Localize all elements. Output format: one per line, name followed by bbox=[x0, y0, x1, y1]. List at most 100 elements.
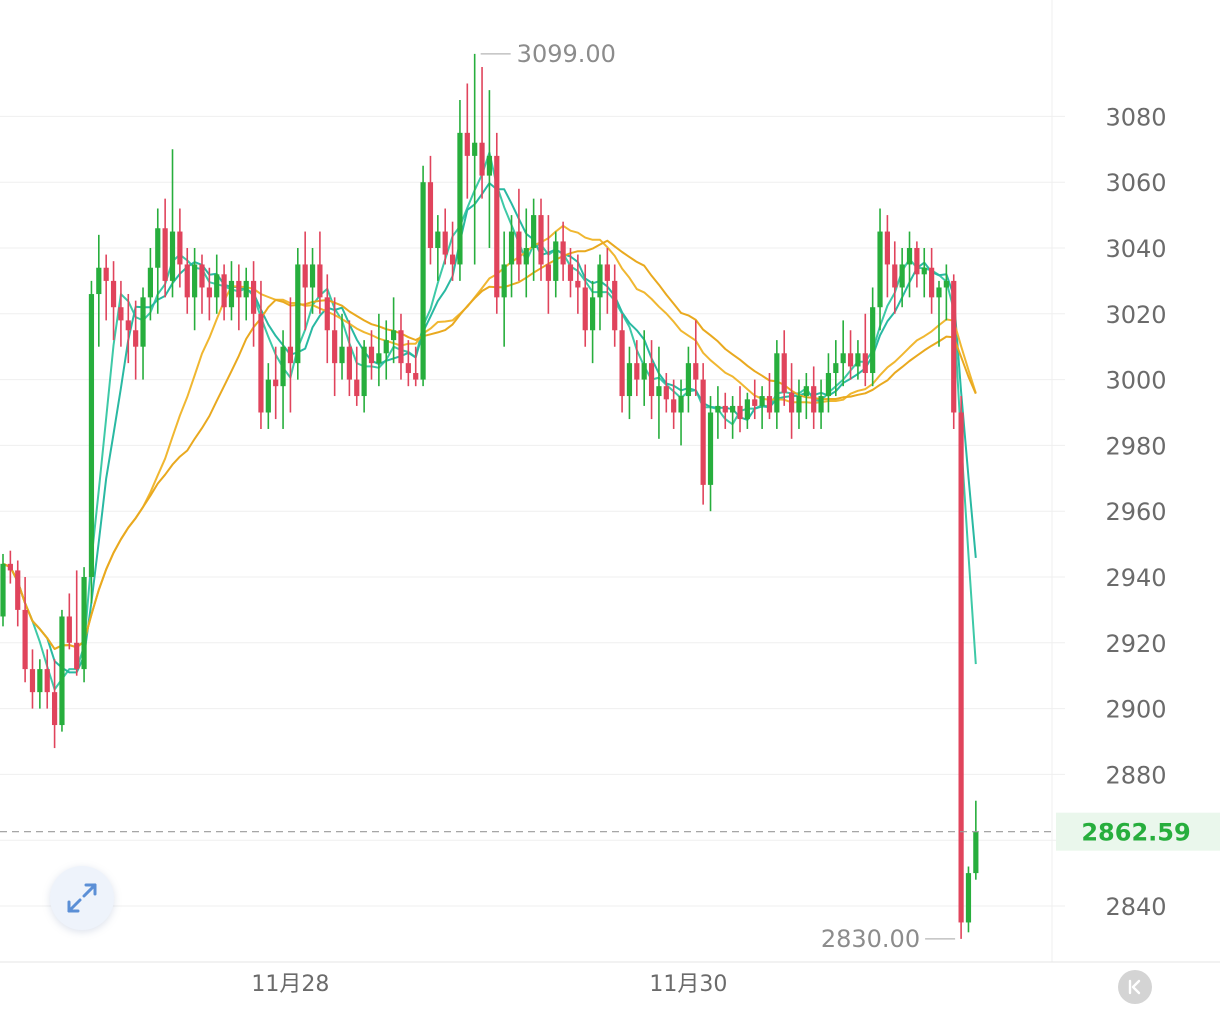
candle bbox=[442, 208, 448, 265]
candle-body bbox=[133, 330, 139, 347]
candle-body bbox=[37, 669, 43, 693]
candle bbox=[206, 267, 212, 321]
candle-body bbox=[877, 231, 883, 308]
candle-body bbox=[376, 353, 382, 364]
candle-body bbox=[192, 264, 198, 298]
candle-body bbox=[486, 155, 493, 176]
candle bbox=[612, 264, 618, 347]
candle-body bbox=[685, 363, 692, 397]
candle bbox=[140, 287, 146, 380]
candle bbox=[309, 248, 316, 314]
expand-chart-button[interactable] bbox=[50, 866, 114, 930]
candle bbox=[619, 313, 625, 413]
x-tick-label: 11月28 bbox=[251, 972, 329, 997]
candle-body bbox=[899, 264, 905, 288]
candle bbox=[221, 264, 227, 321]
candle bbox=[752, 379, 758, 420]
candle-body bbox=[420, 182, 426, 380]
candle-body bbox=[811, 386, 817, 413]
candle bbox=[715, 386, 721, 439]
low-price-label: 2830.00 bbox=[821, 925, 920, 953]
candle bbox=[383, 320, 389, 380]
candle-body bbox=[405, 363, 411, 374]
candle-body bbox=[870, 307, 876, 374]
candle-body bbox=[671, 399, 677, 413]
candle bbox=[921, 248, 927, 298]
candle bbox=[663, 373, 669, 413]
candle bbox=[958, 396, 964, 939]
y-tick-label: 2960 bbox=[1105, 498, 1166, 526]
candle-body bbox=[88, 294, 95, 577]
candle-body bbox=[678, 396, 684, 413]
candle bbox=[184, 248, 190, 314]
candle-body bbox=[604, 264, 610, 281]
y-tick-label: 3040 bbox=[1105, 235, 1166, 263]
candle-body bbox=[147, 267, 153, 298]
candle-body bbox=[752, 399, 758, 406]
candle bbox=[796, 379, 802, 429]
candle bbox=[81, 567, 87, 683]
candle-body bbox=[508, 231, 515, 265]
candle bbox=[29, 649, 36, 709]
candle-body bbox=[206, 287, 212, 298]
candle-body bbox=[472, 142, 478, 156]
candle bbox=[685, 346, 692, 413]
candle-body bbox=[309, 264, 316, 288]
candle-body bbox=[501, 264, 507, 298]
candle bbox=[74, 570, 80, 676]
candle-body bbox=[766, 396, 773, 413]
candle-body bbox=[280, 346, 286, 387]
candle-body bbox=[774, 353, 780, 413]
candle-body bbox=[354, 379, 360, 397]
candle-body bbox=[855, 353, 861, 367]
candle-body bbox=[884, 231, 890, 265]
candle bbox=[877, 208, 883, 331]
candle-body bbox=[479, 142, 485, 176]
candle-body bbox=[818, 396, 824, 413]
candle-body bbox=[177, 231, 183, 265]
candle-body bbox=[707, 412, 714, 485]
candle bbox=[501, 231, 507, 347]
candle-body bbox=[516, 231, 522, 265]
candle bbox=[730, 396, 736, 439]
candle bbox=[133, 300, 139, 380]
candle bbox=[295, 248, 301, 380]
candle bbox=[376, 313, 382, 387]
candle bbox=[545, 215, 551, 314]
candle-body bbox=[81, 577, 87, 670]
candle-body bbox=[619, 330, 625, 397]
candle bbox=[700, 363, 706, 505]
candle bbox=[155, 208, 161, 314]
annotations: 2862.59 3099.00 2830.00 bbox=[0, 40, 1220, 953]
candle bbox=[405, 340, 411, 387]
candle-body bbox=[538, 215, 544, 265]
candle bbox=[228, 261, 235, 321]
y-tick-label: 2840 bbox=[1105, 893, 1166, 921]
candle bbox=[339, 313, 345, 380]
candle bbox=[118, 280, 124, 347]
candle bbox=[634, 340, 640, 397]
candle bbox=[427, 155, 434, 265]
candle bbox=[965, 866, 972, 933]
candle bbox=[811, 366, 817, 429]
candle-body bbox=[51, 692, 58, 726]
last-price-label: 2862.59 bbox=[1081, 819, 1190, 847]
candle bbox=[943, 264, 949, 321]
candle bbox=[693, 320, 699, 397]
candle bbox=[951, 274, 957, 429]
candle-body bbox=[7, 563, 13, 571]
candle-body bbox=[273, 379, 279, 387]
candle-body bbox=[258, 313, 264, 413]
candle-body bbox=[626, 363, 633, 397]
candle bbox=[243, 267, 249, 321]
y-tick-label: 2900 bbox=[1105, 696, 1166, 724]
candle bbox=[973, 800, 979, 880]
candle bbox=[788, 363, 795, 439]
candle bbox=[575, 254, 581, 314]
candle bbox=[626, 346, 633, 420]
candle-body bbox=[0, 563, 6, 617]
candle bbox=[125, 294, 131, 364]
scroll-to-latest-button[interactable] bbox=[1118, 970, 1152, 1004]
high-price-label: 3099.00 bbox=[517, 40, 616, 68]
